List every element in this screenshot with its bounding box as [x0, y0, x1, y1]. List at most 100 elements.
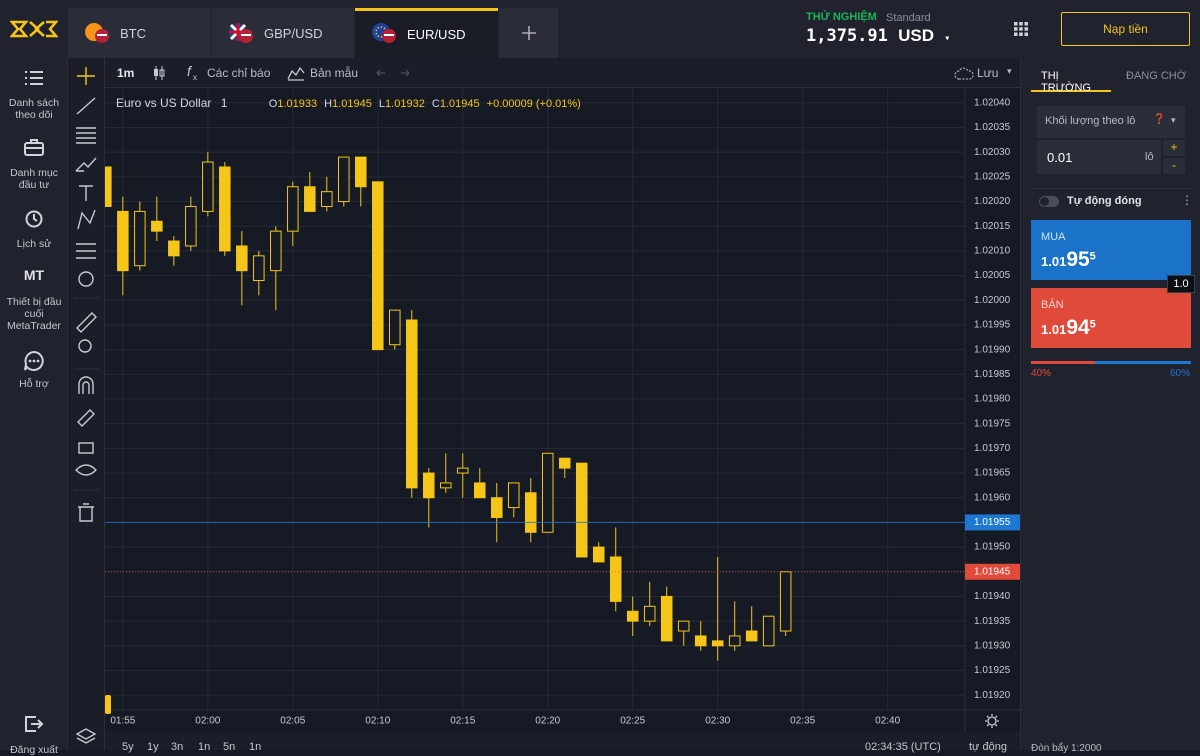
candle-body	[355, 156, 367, 188]
account-type: Standard	[886, 12, 931, 24]
x-tick-label: 02:15	[450, 716, 475, 727]
candle-type-icon[interactable]	[153, 65, 165, 81]
ohlc-value: 1.01945	[439, 98, 480, 110]
sidebar-item[interactable]: Đăng xuất	[10, 744, 58, 756]
svg-text:f: f	[187, 64, 193, 79]
candle-body	[592, 546, 605, 563]
price-pip: 5	[1089, 318, 1096, 331]
pattern-tool[interactable]	[77, 209, 96, 230]
emoji-tool[interactable]	[78, 271, 94, 287]
tab-active[interactable]: EUR/USD	[355, 8, 498, 58]
indicators-button[interactable]: Các chỉ báo	[207, 66, 271, 80]
trash-tool[interactable]	[78, 503, 94, 522]
interval-button[interactable]: 1m	[117, 66, 135, 80]
deposit-button[interactable]: Nạp tiền	[1061, 12, 1190, 46]
tab[interactable]: GBP/USD	[212, 8, 354, 58]
magnet-tool[interactable]	[78, 376, 94, 394]
trade-panel: THỊ TRƯỜNG ĐANG CHỜ Khối lượng theo lô ❓…	[1020, 58, 1200, 754]
candle-body	[694, 635, 707, 647]
sidebar-item[interactable]: Danh mục đầu tư	[10, 167, 58, 191]
candle-body	[609, 556, 622, 602]
volume-mode-select[interactable]: Khối lượng theo lô ❓ ▾	[1037, 106, 1185, 138]
range-button[interactable]: 1n	[198, 741, 211, 753]
candle-body	[168, 240, 180, 257]
zoom-tool[interactable]	[78, 339, 92, 353]
lot-decrease[interactable]: -	[1163, 158, 1185, 174]
sell-button[interactable]: BÁN 1.01945	[1031, 288, 1191, 348]
y-tick-label: 1.02015	[974, 221, 1011, 232]
scale-mode[interactable]: tự động	[969, 741, 1007, 753]
ruler-tool[interactable]	[76, 312, 97, 333]
sidebar-item[interactable]: Hỗ trợ	[19, 378, 49, 390]
tab[interactable]: BTC	[68, 8, 211, 58]
lock-tool[interactable]	[78, 442, 94, 454]
volume-mode: Khối lượng theo lô	[1045, 115, 1136, 127]
flag-icon	[85, 23, 109, 43]
y-tick-label: 1.01950	[974, 542, 1011, 553]
sidebar-item[interactable]: Lịch sử	[16, 238, 52, 250]
y-tick-label: 1.01960	[974, 492, 1011, 503]
candle-body	[660, 595, 673, 642]
range-button[interactable]: 3n	[171, 741, 184, 753]
auto-close-toggle[interactable]	[1039, 196, 1059, 207]
logout-icon	[25, 716, 44, 732]
spread: 1.0	[1167, 275, 1195, 293]
range-button[interactable]: 1y	[147, 741, 159, 753]
sidebar-item[interactable]: Danh sách theo dõi	[8, 97, 60, 121]
templates-icon	[287, 66, 305, 81]
range-button[interactable]: 1n	[249, 741, 262, 753]
eye-tool[interactable]	[75, 464, 97, 476]
settings-icon[interactable]	[985, 714, 999, 728]
crosshair-tool[interactable]	[77, 67, 95, 85]
price-tag	[965, 514, 1020, 531]
y-tick-label: 1.01990	[974, 344, 1011, 355]
fib-tool[interactable]	[76, 127, 96, 144]
layers-tool[interactable]	[75, 728, 97, 744]
candle-body	[711, 640, 724, 647]
text-tool[interactable]	[79, 185, 93, 201]
y-tick-label: 1.01925	[974, 665, 1011, 676]
undo-redo[interactable]	[373, 67, 413, 79]
prediction-tool[interactable]	[76, 243, 96, 259]
support-icon	[24, 350, 44, 371]
auto-close-row: Tự động đóng ⋮	[1031, 188, 1193, 214]
y-tick-label: 1.01920	[974, 690, 1011, 701]
candle-body	[558, 457, 571, 469]
flag-icon	[372, 23, 396, 43]
x-tick-label: 02:25	[620, 716, 645, 727]
candle-body	[338, 156, 350, 203]
tab-label: THỊ TRƯỜNG	[1041, 70, 1091, 94]
tab-label[interactable]: ĐANG CHỜ	[1126, 70, 1187, 82]
buy-sentiment	[1095, 361, 1191, 364]
range-button[interactable]: 5n	[223, 741, 236, 753]
candle-body	[185, 205, 197, 247]
lot-input[interactable]: 0.01 lô	[1037, 140, 1161, 174]
tab-active[interactable]: THỊ TRƯỜNG	[1031, 58, 1111, 94]
add-tab[interactable]	[499, 8, 558, 58]
x-tick-label: 02:30	[705, 716, 730, 727]
account-mode: THỬ NGHIỆM	[806, 11, 877, 23]
apps-icon[interactable]	[1013, 21, 1029, 37]
tab-label: BTC	[120, 25, 146, 41]
lock-draw-tool[interactable]	[77, 409, 95, 427]
buy-button[interactable]: MUA 1.01955	[1031, 220, 1191, 280]
ohlc-key: O	[268, 98, 278, 110]
chart-interval: 1	[220, 96, 228, 110]
sidebar-item[interactable]: Thiết bị đầu cuối MetaTrader	[6, 296, 62, 332]
candle-body	[524, 492, 537, 533]
more-icon[interactable]: ⋮	[1181, 193, 1193, 207]
line-tool[interactable]	[76, 97, 96, 115]
lot-increase[interactable]: +	[1163, 140, 1185, 156]
save-button[interactable]: Lưu	[977, 66, 999, 80]
watchlist-icon	[25, 71, 43, 85]
range-button[interactable]: 5y	[122, 741, 134, 753]
y-tick-label: 1.01940	[974, 591, 1011, 602]
ohlc-value: 1.01932	[385, 98, 425, 110]
chart-title: Euro vs US Dollar	[116, 96, 212, 110]
price-tag-label: 1.01945	[974, 566, 1011, 577]
balance[interactable]: 1,375.91 USD ▾	[806, 26, 950, 46]
drawing-tools	[68, 58, 105, 750]
templates-button[interactable]: Bản mẫu	[310, 66, 359, 80]
brush-tool[interactable]	[75, 157, 97, 172]
